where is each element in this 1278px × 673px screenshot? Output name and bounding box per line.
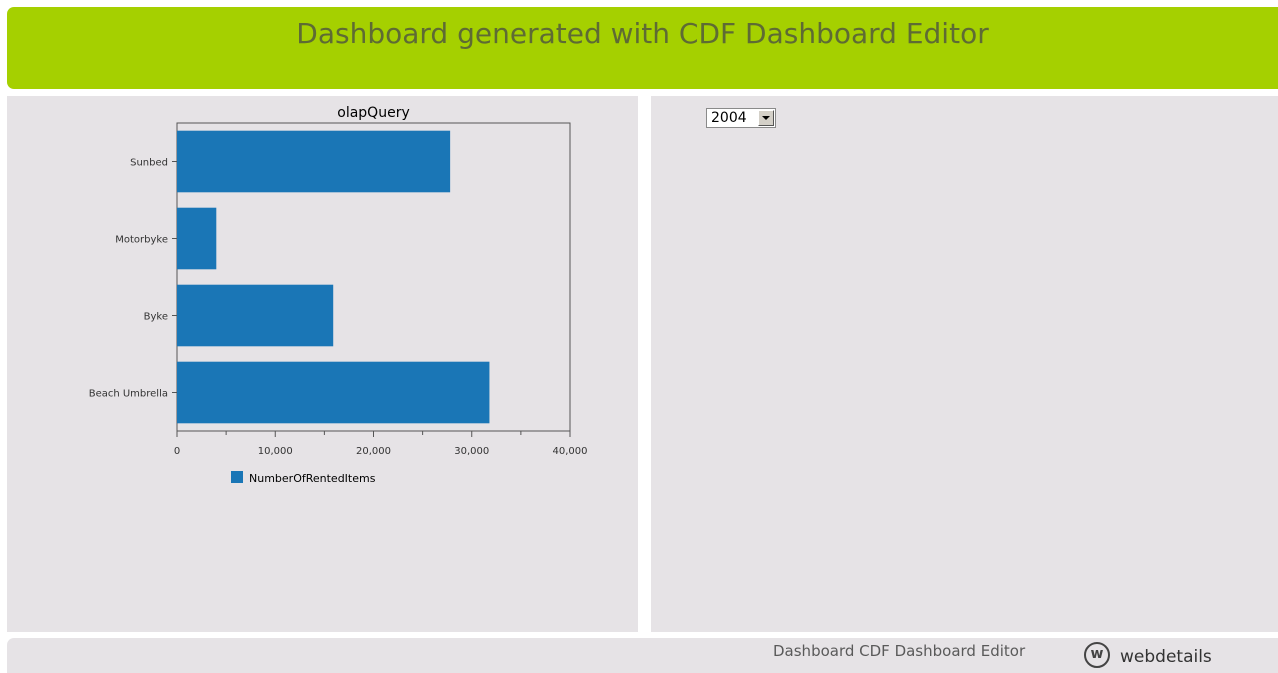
legend-swatch [231, 471, 243, 483]
filter-panel: 2004 [651, 96, 1278, 632]
bar [177, 361, 490, 424]
bar-chart: olapQuery Sunbed Motorbyke Byke Beach Umbrel… [89, 105, 588, 485]
y-tick-label: Sunbed [130, 158, 168, 169]
bar [177, 284, 334, 347]
footer-label: Dashboard CDF Dashboard Editor [773, 642, 1026, 660]
webdetails-logo-icon: w [1084, 642, 1110, 668]
x-tick-label: 0 [174, 446, 180, 457]
header: Dashboard generated with CDF Dashboard E… [7, 7, 1278, 89]
chart-panel: olapQuery Sunbed Motorbyke Byke Beach Umbrel… [7, 96, 638, 632]
bar [177, 207, 217, 270]
x-tick-label: 10,000 [258, 446, 293, 457]
brand-name: webdetails [1120, 647, 1212, 667]
year-select[interactable]: 2004 [706, 108, 776, 128]
logo-glyph: w [1090, 646, 1104, 662]
x-tick-label: 20,000 [356, 446, 391, 457]
y-tick-label: Beach Umbrella [89, 389, 168, 400]
year-select-value: 2004 [711, 110, 747, 126]
legend-label: NumberOfRentedItems [249, 472, 376, 485]
y-tick-label: Motorbyke [115, 235, 168, 246]
bar [177, 130, 451, 193]
page-title: Dashboard generated with CDF Dashboard E… [296, 17, 989, 50]
y-tick-label: Byke [144, 312, 168, 323]
x-tick-label: 40,000 [553, 446, 588, 457]
chevron-down-icon[interactable] [758, 110, 774, 126]
footer: Dashboard CDF Dashboard Editor w webdeta… [7, 638, 1278, 673]
chart-title: olapQuery [337, 105, 409, 121]
x-tick-label: 30,000 [454, 446, 489, 457]
